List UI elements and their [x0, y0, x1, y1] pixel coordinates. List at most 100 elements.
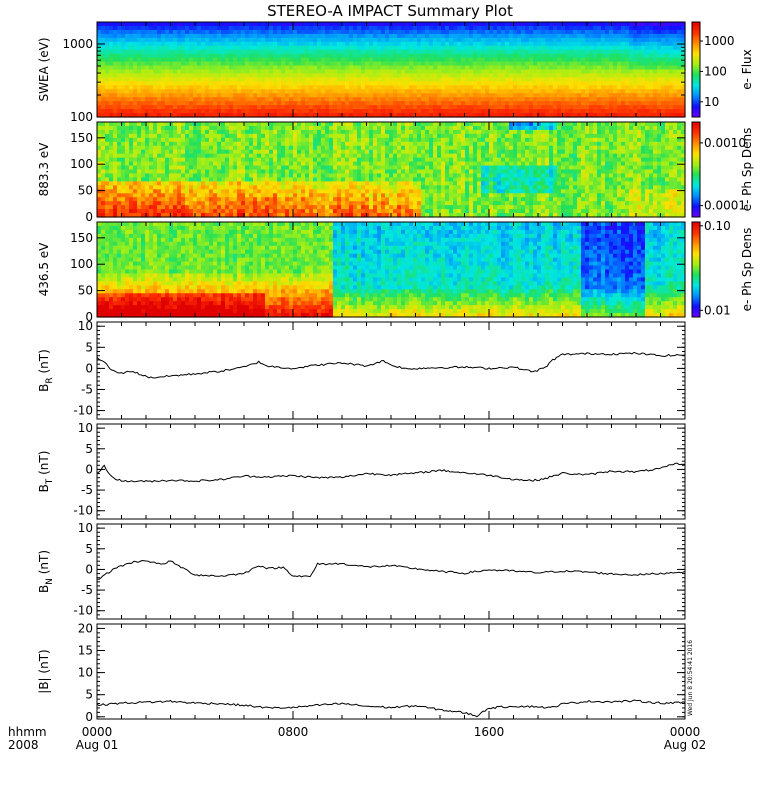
spectrogram-cell	[305, 42, 310, 47]
spectrogram-cell	[221, 62, 226, 67]
spectrogram-cell	[497, 85, 502, 90]
spectrogram-cell	[137, 38, 142, 43]
spectrogram-cell	[157, 189, 162, 194]
spectrogram-cell	[553, 81, 558, 86]
spectrogram-cell	[189, 34, 194, 39]
spectrogram-cell	[121, 50, 126, 55]
spectrogram-cell	[165, 197, 170, 202]
spectrogram-cell	[569, 109, 574, 114]
spectrogram-cell	[97, 93, 102, 98]
spectrogram-cell	[105, 38, 110, 43]
spectrogram-cell	[565, 93, 570, 98]
spectrogram-cell	[221, 101, 226, 106]
spectrogram-cell	[117, 42, 122, 47]
spectrogram-cell	[425, 66, 430, 71]
spectrogram-cell	[265, 185, 270, 190]
spectrogram-cell	[225, 46, 230, 51]
spectrogram-cell	[177, 62, 182, 67]
spectrogram-cell	[309, 158, 314, 163]
spectrogram-cell	[265, 146, 270, 151]
spectrogram-cell	[445, 46, 450, 51]
spectrogram-cell	[365, 38, 370, 43]
spectrogram-cell	[293, 54, 298, 59]
spectrogram-cell	[569, 81, 574, 86]
spectrogram-cell	[329, 89, 334, 94]
spectrogram-cell	[461, 73, 466, 78]
spectrogram-cell	[381, 77, 386, 82]
spectrogram-cell	[161, 173, 166, 178]
spectrogram-cell	[125, 109, 130, 114]
spectrogram-cell	[157, 85, 162, 90]
spectrogram-cell	[613, 42, 618, 47]
spectrogram-cell	[677, 73, 682, 78]
spectrogram-cell	[465, 58, 470, 63]
spectrogram-cell	[97, 193, 102, 198]
spectrogram-cell	[285, 50, 290, 55]
spectrogram-cell	[173, 173, 178, 178]
spectrogram-cell	[389, 26, 394, 31]
spectrogram-cell	[305, 201, 310, 206]
spectrogram-cell	[161, 134, 166, 139]
spectrogram-cell	[573, 105, 578, 110]
spectrogram-cell	[457, 85, 462, 90]
spectrogram-cell	[517, 101, 522, 106]
spectrogram-cell	[105, 97, 110, 102]
spectrogram-cell	[273, 146, 278, 151]
spectrogram-cell	[325, 58, 330, 63]
spectrogram-cell	[129, 22, 134, 27]
spectrogram-cell	[477, 42, 482, 47]
spectrogram-cell	[437, 34, 442, 39]
spectrogram-cell	[237, 185, 242, 190]
spectrogram-cell	[365, 73, 370, 78]
spectrogram-cell	[241, 122, 246, 127]
spectrogram-cell	[601, 97, 606, 102]
spectrogram-cell	[209, 54, 214, 59]
spectrogram-cell	[293, 150, 298, 155]
spectrogram-cell	[669, 101, 674, 106]
colorbar-tick-label: 1000	[704, 34, 735, 48]
spectrogram-cell	[273, 34, 278, 39]
spectrogram-cell	[217, 26, 222, 31]
spectrogram-cell	[533, 109, 538, 114]
spectrogram-cell	[149, 201, 154, 206]
spectrogram-cell	[637, 58, 642, 63]
spectrogram-cell	[305, 22, 310, 27]
spectrogram-cell	[177, 122, 182, 127]
spectrogram-cell	[145, 181, 150, 186]
spectrogram-cell	[413, 101, 418, 106]
spectrogram-cell	[209, 38, 214, 43]
spectrogram-cell	[521, 62, 526, 67]
spectrogram-cell	[209, 26, 214, 31]
spectrogram-cell	[597, 22, 602, 27]
spectrogram-cell	[289, 166, 294, 171]
spectrogram-cell	[397, 109, 402, 114]
spectrogram-cell	[389, 70, 394, 75]
spectrogram-cell	[565, 38, 570, 43]
spectrogram-cell	[285, 58, 290, 63]
spectrogram-cell	[501, 89, 506, 94]
spectrogram-cell	[393, 109, 398, 114]
spectrogram-cell	[589, 81, 594, 86]
spectrogram-cell	[497, 93, 502, 98]
spectrogram-cell	[181, 209, 186, 214]
spectrogram-cell	[169, 122, 174, 127]
spectrogram-cell	[249, 201, 254, 206]
spectrogram-cell	[153, 126, 158, 131]
spectrogram-cell	[245, 30, 250, 35]
spectrogram-cell	[513, 93, 518, 98]
spectrogram-cell	[201, 22, 206, 27]
spectrogram-cell	[281, 193, 286, 198]
spectrogram-cell	[357, 58, 362, 63]
spectrogram-cell	[209, 46, 214, 51]
spectrogram-cell	[165, 142, 170, 147]
spectrogram-cell	[273, 81, 278, 86]
spectrogram-cell	[201, 73, 206, 78]
spectrogram-cell	[453, 54, 458, 59]
spectrogram-cell	[665, 42, 670, 47]
spectrogram-cell	[245, 166, 250, 171]
spectrogram-cell	[261, 105, 266, 110]
spectrogram-cell	[237, 130, 242, 135]
spectrogram-cell	[653, 93, 658, 98]
spectrogram-cell	[505, 105, 510, 110]
spectrogram-cell	[505, 46, 510, 51]
